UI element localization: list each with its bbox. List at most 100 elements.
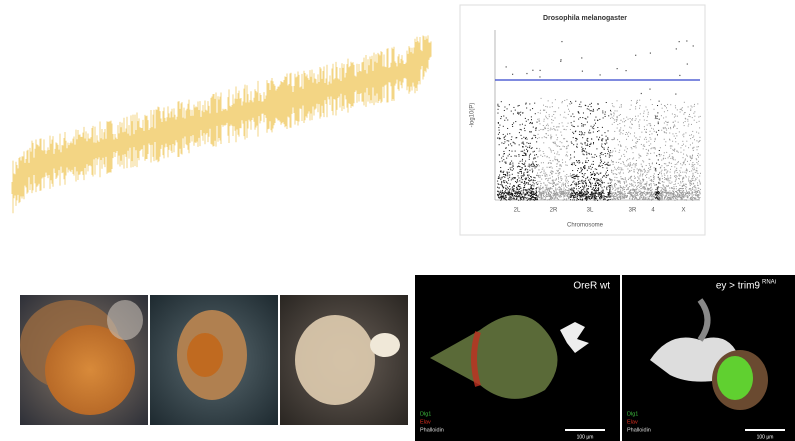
snp-point [620, 163, 621, 164]
snp-point [594, 173, 595, 174]
snp-point [603, 193, 604, 194]
snp-point [544, 196, 545, 197]
snp-point [551, 193, 552, 194]
snp-point [559, 191, 560, 192]
snp-point [524, 182, 525, 183]
snp-point [558, 178, 559, 179]
snp-point [644, 169, 645, 170]
snp-point [551, 136, 552, 137]
snp-point [664, 167, 665, 168]
snp-point [653, 147, 654, 148]
snp-point [626, 160, 627, 161]
snp-point [528, 184, 529, 185]
snp-point [568, 193, 569, 194]
snp-point [577, 198, 578, 199]
snp-point [588, 188, 589, 189]
snp-point [558, 181, 559, 182]
snp-point [594, 179, 595, 180]
snp-point [636, 147, 637, 148]
wing [370, 333, 400, 357]
snp-point [645, 137, 646, 138]
snp-point [618, 189, 619, 190]
snp-point [695, 187, 696, 188]
snp-point [630, 184, 631, 185]
snp-point [505, 163, 506, 164]
snp-point [666, 193, 667, 194]
snp-point [670, 169, 671, 170]
snp-point [637, 102, 638, 103]
snp-point [618, 188, 619, 189]
snp-point [664, 131, 665, 132]
snp-point [692, 137, 693, 138]
snp-point [631, 193, 632, 194]
snp-point [648, 112, 649, 113]
snp-point [555, 159, 556, 160]
snp-point [643, 113, 644, 114]
snp-point [500, 192, 501, 193]
snp-point [538, 134, 539, 135]
snp-point [642, 195, 643, 196]
snp-point [638, 170, 639, 171]
snp-point [561, 186, 562, 187]
snp-point [682, 134, 683, 135]
snp-point [550, 128, 551, 129]
snp-point [542, 175, 543, 176]
snp-point [578, 111, 579, 112]
snp-point [671, 193, 672, 194]
snp-point [578, 160, 579, 161]
snp-point [535, 193, 536, 194]
snp-point [650, 190, 651, 191]
snp-point [550, 135, 551, 136]
snp-point [676, 179, 677, 180]
snp-point [638, 115, 639, 116]
snp-point [698, 117, 699, 118]
snp-point [546, 191, 547, 192]
snp-point [645, 183, 646, 184]
snp-point [545, 197, 546, 198]
snp-point [526, 121, 527, 122]
snp-point [674, 176, 675, 177]
snp-point [587, 191, 588, 192]
snp-point [697, 173, 698, 174]
snp-point [633, 192, 634, 193]
snp-point [556, 127, 557, 128]
snp-point [625, 179, 626, 180]
snp-point [635, 182, 636, 183]
snp-point [594, 197, 595, 198]
snp-point [506, 158, 507, 159]
snp-point [615, 151, 616, 152]
snp-point [574, 195, 575, 196]
snp-point [634, 146, 635, 147]
fly-photos [20, 295, 408, 425]
snp-point [657, 188, 658, 189]
snp-point [670, 172, 671, 173]
snp-point [624, 121, 625, 122]
snp-point [670, 197, 671, 198]
snp-point [523, 164, 524, 165]
snp-point [625, 120, 626, 121]
snp-point [570, 154, 571, 155]
snp-point [530, 193, 531, 194]
snp-point [570, 158, 571, 159]
snp-point [614, 194, 615, 195]
snp-point [666, 190, 667, 191]
snp-point [538, 183, 539, 184]
snp-point [631, 147, 632, 148]
snp-point [677, 109, 678, 110]
snp-point [509, 177, 510, 178]
snp-point [601, 146, 602, 147]
snp-point [586, 197, 587, 198]
snp-point [682, 172, 683, 173]
snp-point [509, 192, 510, 193]
snp-point [560, 61, 561, 62]
snp-point [652, 198, 653, 199]
snp-point [555, 184, 556, 185]
snp-point [539, 194, 540, 195]
snp-point [535, 167, 536, 168]
snp-point [620, 132, 621, 133]
snp-point [583, 177, 584, 178]
snp-point [639, 183, 640, 184]
snp-point [618, 199, 619, 200]
snp-point [564, 138, 565, 139]
stain-label: Phalloidin [420, 427, 444, 433]
